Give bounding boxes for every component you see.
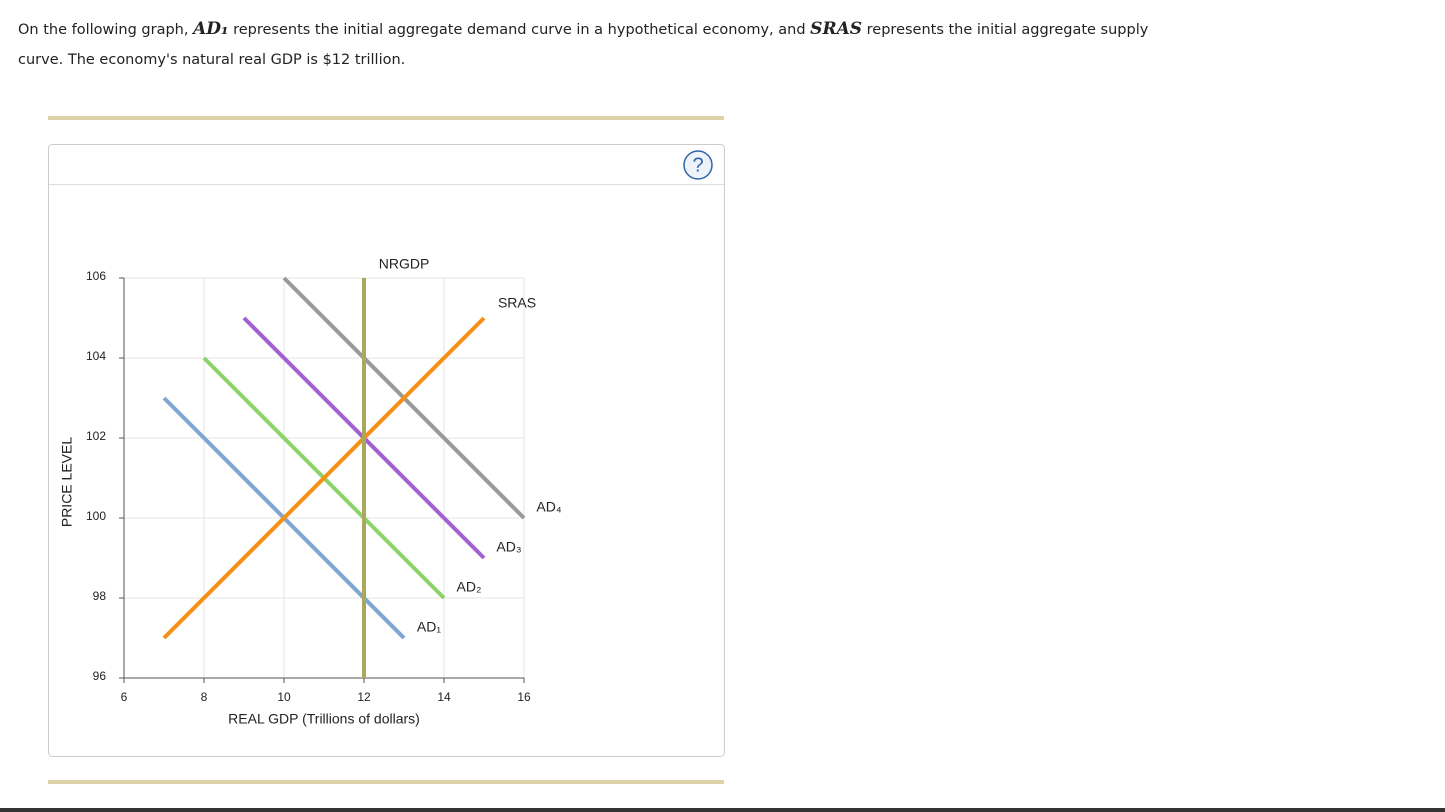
bottom-border (0, 808, 1445, 812)
x-axis-title: REAL GDP (Trillions of dollars) (228, 711, 420, 727)
y-tick-label: 96 (93, 669, 107, 683)
intro-part: represents the initial aggregate supply … (18, 22, 1149, 68)
series-line (162, 316, 486, 640)
series-label: NRGDP (379, 256, 430, 272)
x-tick-label: 14 (437, 690, 451, 704)
intro-text: On the following graph, AD₁ represents t… (18, 14, 1168, 75)
intro-term: AD₁ (193, 19, 229, 39)
y-tick-label: 104 (86, 349, 106, 363)
series-label: AD₃ (496, 539, 521, 555)
series-label: AD₁ (417, 619, 441, 635)
intro-part: represents the initial aggregate demand … (228, 22, 811, 38)
intro-part: On the following graph, (18, 22, 194, 38)
y-tick-label: 102 (86, 429, 106, 443)
x-tick-label: 12 (357, 690, 371, 704)
graph-panel (48, 144, 725, 757)
help-button[interactable]: ? (683, 150, 713, 180)
x-tick-label: 6 (121, 690, 128, 704)
series-label: AD₄ (536, 499, 561, 515)
y-axis-title: PRICE LEVEL (59, 437, 75, 527)
y-tick-label: 100 (86, 509, 106, 523)
divider (48, 780, 724, 784)
series-label: AD₂ (457, 579, 482, 595)
series-label: SRAS (498, 295, 536, 311)
x-tick-label: 8 (201, 690, 208, 704)
divider (48, 116, 724, 120)
help-label[interactable]: ? (692, 154, 703, 176)
x-tick-label: 16 (517, 690, 531, 704)
help-icon[interactable] (683, 150, 713, 180)
intro-term: SRAS (810, 19, 863, 39)
y-tick-label: 106 (86, 269, 106, 283)
x-tick-label: 10 (277, 690, 291, 704)
y-tick-label: 98 (93, 589, 107, 603)
